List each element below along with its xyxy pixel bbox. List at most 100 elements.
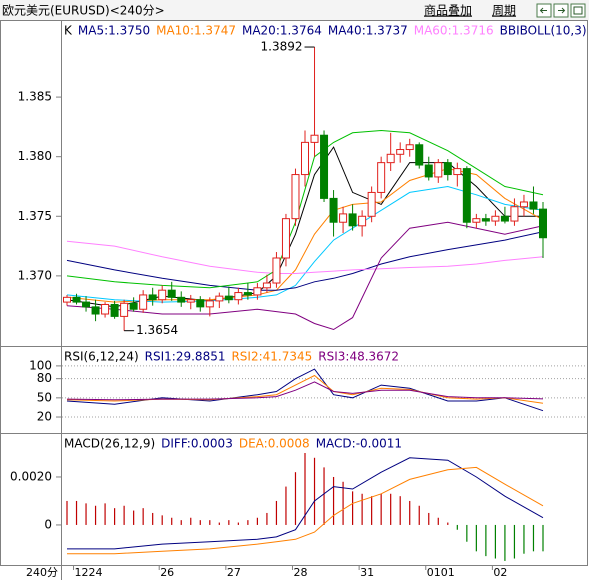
legend-entry: MACD:-0.0011 <box>316 437 402 451</box>
candle-body <box>301 141 309 176</box>
candle-body <box>72 296 81 303</box>
y-tick-label: 100 <box>29 358 52 372</box>
candle-body <box>415 144 424 166</box>
candle-body <box>82 301 91 308</box>
button-expand[interactable] <box>570 3 586 18</box>
candle-body <box>262 282 271 289</box>
candle-body <box>481 218 490 222</box>
y-tick-label: 80 <box>37 371 52 385</box>
candle-body <box>386 153 395 164</box>
x-tick-label: 28 <box>293 566 307 579</box>
candle-body <box>453 168 462 176</box>
candle-body <box>443 162 452 176</box>
annotation: 1.3892 <box>261 40 303 54</box>
candle-body <box>539 208 547 239</box>
x-tick-label: 26 <box>160 566 174 579</box>
candle-body <box>63 296 71 303</box>
candle-body <box>510 206 519 222</box>
x-tick-label: 0101 <box>427 566 455 579</box>
x-tick-label: 27 <box>227 566 241 579</box>
legend-entry: MA20:1.3764 <box>242 24 322 38</box>
annotation: 1.3654 <box>136 323 178 337</box>
candle-body <box>253 287 262 296</box>
legend-entry: MA5:1.3750 <box>78 24 150 38</box>
overlay-button[interactable]: 商品叠加 <box>424 3 472 18</box>
candle-body <box>434 162 443 178</box>
candle-body <box>329 197 338 223</box>
candle-body <box>310 134 319 143</box>
x-tick-label: 31 <box>360 566 374 579</box>
outer-frame <box>0 20 588 566</box>
y-tick-label: 1.375 <box>18 209 52 223</box>
nav-buttons[interactable] <box>536 3 586 18</box>
candle-body <box>91 306 100 315</box>
candle-body <box>396 149 405 155</box>
candle-body <box>148 294 157 301</box>
icon <box>539 7 547 14</box>
legend-entry: MA10:1.3747 <box>156 24 236 38</box>
candle-body <box>224 295 233 301</box>
indicator-line <box>66 381 544 401</box>
candle-body <box>205 300 214 308</box>
candle-body <box>196 299 205 308</box>
x-tick-label: 1224 <box>75 566 103 579</box>
candle-body <box>529 201 538 210</box>
period-button[interactable]: 周期 <box>492 4 516 18</box>
chart-title: 欧元美元(EURUSD)<240分> <box>2 4 165 18</box>
y-tick-label: 1.380 <box>18 149 52 163</box>
indicator-line <box>66 240 544 274</box>
candle-body <box>462 168 471 223</box>
candle-body <box>272 257 281 284</box>
icon <box>573 6 583 15</box>
candle-body <box>215 295 224 302</box>
candle-body <box>234 292 243 301</box>
legend-entry: MA60:1.3716 <box>414 24 494 38</box>
y-tick-label: 20 <box>37 410 52 424</box>
candle-body <box>348 213 357 227</box>
legend-entry: MACD(26,12,9) <box>64 437 155 451</box>
candle-body <box>120 302 129 317</box>
legend-entry: RSI(6,12,24) <box>64 350 139 364</box>
indicator-line <box>67 466 544 555</box>
candle-body <box>519 201 528 208</box>
candle-body <box>500 215 509 222</box>
candle-body <box>377 162 386 193</box>
legend-entry: DEA:0.0008 <box>239 437 310 451</box>
candle-body <box>101 303 110 315</box>
header-bar <box>0 0 589 20</box>
candle-body <box>167 289 176 298</box>
candle-body <box>281 218 290 259</box>
candle-body <box>358 215 367 227</box>
candle-body <box>139 294 148 310</box>
y-tick-label: 1.370 <box>18 268 52 282</box>
indicator-line <box>66 185 544 303</box>
indicator-line <box>66 168 544 303</box>
legend-entry: K <box>64 24 73 38</box>
indicator-line <box>66 231 544 291</box>
candle-body <box>291 174 300 220</box>
candle-body <box>320 134 329 199</box>
candle-body <box>405 144 414 151</box>
candle-body <box>243 292 252 296</box>
y-tick-label: 0 <box>44 517 52 531</box>
x-tick-label: 02 <box>493 566 507 579</box>
candle-body <box>367 191 376 217</box>
y-tick-label: 50 <box>37 390 52 404</box>
period-label: 240分 <box>26 566 58 579</box>
legend-entry: BBIBOLL(10,3) <box>500 24 587 38</box>
legend-entry: DIFF:0.0003 <box>161 437 233 451</box>
legend-entry: RSI2:41.7345 <box>231 350 312 364</box>
y-tick-label: 0.0020 <box>10 469 52 483</box>
legend-entry: RSI3:48.3672 <box>318 350 399 364</box>
indicator-line <box>66 221 544 331</box>
candle-body <box>424 164 433 178</box>
candle-body <box>177 296 186 303</box>
legend-entry: MA40:1.3737 <box>328 24 408 38</box>
candle-body <box>472 218 481 223</box>
candle-body <box>339 213 348 223</box>
candle-body <box>110 303 119 317</box>
legend-entry: RSI1:29.8851 <box>145 350 226 364</box>
candle-body <box>158 289 167 301</box>
